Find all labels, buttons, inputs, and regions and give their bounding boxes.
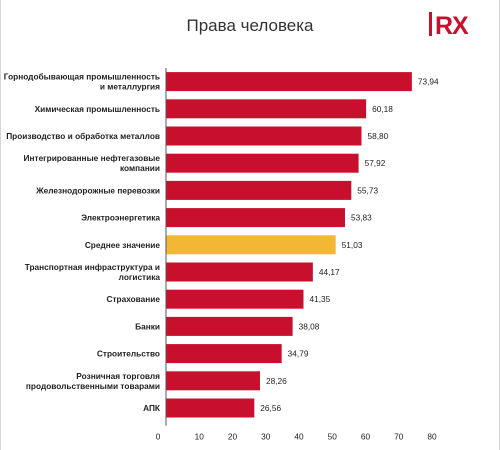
bar [166,153,359,173]
bar [166,72,412,92]
value-label: 44,17 [319,267,340,277]
x-tick-label: 50 [328,432,338,442]
bar [166,371,260,391]
x-tick-label: 80 [427,432,437,442]
x-tick-label: 0 [156,432,161,442]
category-label: АПК [143,403,161,413]
value-label: 34,79 [288,349,309,359]
category-label: Транспортная инфраструктура и логистика [25,262,161,282]
chart-title: Права человека [186,16,314,35]
x-tick-label: 30 [261,432,271,442]
x-tick-label: 70 [394,432,404,442]
bar [166,126,362,146]
x-tick-label: 10 [195,432,205,442]
category-label: Железнодорожные перевозки [35,185,160,195]
bar [166,316,293,336]
category-label: Строительство [97,349,160,359]
rx-logo: RX [428,10,490,38]
value-label: 41,35 [309,294,330,304]
x-tick-label: 40 [294,432,304,442]
category-label: Среднее значение [85,240,161,250]
average-bar [166,235,336,255]
category-label: Интегрированные нефтегазовые компании [24,153,161,173]
value-label: 73,94 [418,77,439,87]
value-label: 26,56 [260,403,281,413]
bar [166,208,345,228]
x-tick-label: 20 [228,432,238,442]
category-label: Производство и обработка металлов [6,131,160,141]
bar [166,262,313,282]
category-label: Химическая промышленность [35,104,160,114]
bar [166,289,304,309]
value-label: 55,73 [357,185,378,195]
logo-text: RX [435,12,469,38]
category-label: Банки [135,321,160,331]
bar [166,180,352,200]
value-label: 51,03 [342,240,363,250]
bar [166,99,367,119]
value-label: 53,83 [351,213,372,223]
x-tick-label: 60 [361,432,371,442]
category-label: Электроэнергетика [81,213,160,223]
value-label: 38,08 [299,321,320,331]
value-label: 28,26 [266,376,287,386]
category-label: Страхование [106,294,160,304]
bar [166,398,255,418]
value-label: 57,92 [365,158,386,168]
value-label: 60,18 [372,104,393,114]
bar [166,344,282,364]
value-label: 58,80 [368,131,389,141]
category-label: Розничная торговля продовольственными тов… [26,371,160,391]
category-label: Горнодобывающая промышленность и металлур… [4,72,160,92]
